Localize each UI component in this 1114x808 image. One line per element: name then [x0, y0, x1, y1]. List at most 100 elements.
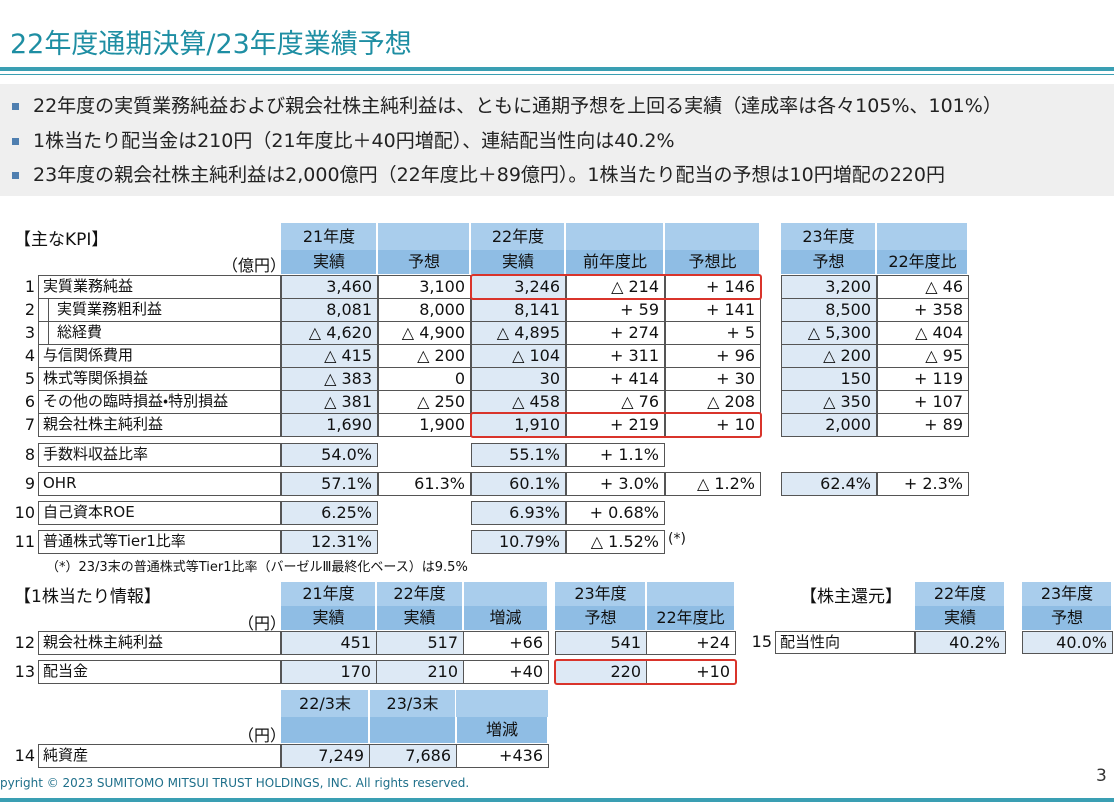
table-cell: 12.31% — [281, 530, 378, 554]
table-cell: +10 — [646, 660, 736, 684]
table-cell: 3,246 — [471, 275, 566, 299]
table-cell: 6.93% — [471, 501, 566, 525]
header-gap — [564, 223, 566, 274]
header-group: 21年度 — [302, 584, 355, 603]
table-cell: 0 — [378, 367, 471, 391]
header-group-bg — [369, 690, 456, 717]
highlight-box — [470, 412, 762, 438]
header-gap — [462, 582, 464, 630]
table-cell: 6.25% — [281, 501, 378, 525]
header-column: 22年度比 — [656, 608, 725, 627]
header-group-bg — [1022, 582, 1112, 606]
header-gap — [368, 690, 370, 743]
table-cell: 8,141 — [471, 298, 566, 322]
header-column: 予想 — [1050, 608, 1083, 627]
header-column: 実績 — [312, 252, 345, 271]
header-gap — [376, 223, 378, 274]
table-cell: △ 1.2% — [665, 472, 761, 496]
table-cell: + 311 — [566, 344, 665, 368]
table-cell: △ 214 — [566, 275, 665, 299]
table-cell: 55.1% — [471, 443, 566, 467]
header-gap — [469, 223, 471, 274]
row-number: 8 — [24, 445, 35, 464]
header-column: 実績 — [312, 608, 345, 627]
unit-label: （円） — [238, 726, 287, 745]
header-group: 21年度 — [302, 227, 356, 246]
header-gap — [547, 582, 549, 630]
table-cell: △ 46 — [877, 275, 969, 299]
header-group-bg — [281, 690, 369, 717]
row-number: 4 — [24, 346, 35, 365]
row-number: 9 — [24, 474, 35, 493]
table-cell: △ 1.52% — [566, 530, 665, 554]
table-cell: 8,500 — [781, 298, 877, 322]
header-group-bg — [456, 690, 548, 717]
bullet-text: 22年度の実質業務純益および親会社株主純利益は、ともに通期予想を上回る実績（達成… — [33, 95, 1002, 117]
table-cell: 2,000 — [781, 413, 877, 437]
section-label: 【株主還元】 — [800, 587, 902, 607]
header-group: 23年度 — [1040, 584, 1094, 603]
table-cell: 40.2% — [915, 631, 1006, 654]
header-column: 実績 — [403, 608, 436, 627]
row-number: 5 — [24, 369, 35, 388]
table-cell: 3,200 — [781, 275, 877, 299]
table-cell: △ 4,900 — [378, 321, 471, 345]
table-cell: +66 — [463, 631, 549, 655]
header-column: 22年度比 — [888, 252, 957, 271]
bullet-text: 23年度の親会社株主純利益は2,000億円（22年度比＋89億円）。1株当たり配… — [33, 164, 945, 186]
row-number: 7 — [24, 415, 35, 434]
header-sub-bg — [1022, 606, 1112, 630]
header-column: 予想比 — [688, 252, 737, 271]
header-group: 22年度 — [393, 584, 446, 603]
table-cell: + 30 — [665, 367, 761, 391]
header-sub-bg — [378, 250, 470, 274]
table-cell: 61.3% — [378, 472, 471, 496]
table-cell: △ 4,620 — [281, 321, 378, 345]
table-cell: △ 383 — [281, 367, 378, 391]
table-cell: 7,249 — [281, 744, 370, 768]
table-cell: 60.1% — [471, 472, 566, 496]
table-cell: + 107 — [877, 390, 969, 414]
bullet-text: 1株当たり配当金は210円（21年度比＋40円増配）、連結配当性向は40.2% — [33, 129, 675, 152]
row-number: 14 — [14, 746, 35, 765]
header-group: 23年度 — [574, 584, 627, 603]
header-column: 予想 — [584, 608, 617, 627]
table-cell: △ 458 — [471, 390, 566, 414]
row-number: 12 — [14, 633, 35, 652]
header-column: 実績 — [943, 608, 976, 627]
row-number: 1 — [24, 277, 35, 296]
table-cell: +436 — [456, 744, 549, 768]
header-sub-bg — [376, 606, 463, 630]
header-sub-bg — [781, 250, 876, 274]
table-cell: +24 — [646, 631, 736, 655]
row-number: 2 — [24, 300, 35, 319]
table-cell: 1,900 — [378, 413, 471, 437]
row-number: 11 — [14, 532, 35, 551]
table-cell: △ 104 — [471, 344, 566, 368]
table-cell: + 3.0% — [566, 472, 665, 496]
header-column: 予想 — [812, 252, 845, 271]
page-number: 3 — [1096, 766, 1107, 786]
bullet-marker — [12, 137, 19, 145]
table-cell: △ 5,300 — [781, 321, 877, 345]
summary-box — [0, 84, 1114, 196]
table-cell: 57.1% — [281, 472, 378, 496]
row-label: 純資産 — [38, 744, 281, 768]
table-cell: + 1.1% — [566, 443, 665, 467]
indent-rule — [48, 321, 49, 345]
row-number: 15 — [751, 632, 772, 651]
table-cell: 7,686 — [369, 744, 457, 768]
table-cell: + 59 — [566, 298, 665, 322]
header-sub-bg — [281, 250, 377, 274]
footnote: （*）23/3末の普通株式等Tier1比率（バーゼルⅢ最終化ベース）は9.5% — [46, 560, 468, 575]
table-cell: 541 — [555, 631, 647, 655]
table-cell: 10.79% — [471, 530, 566, 554]
table-cell: △ 95 — [877, 344, 969, 368]
header-group-bg — [915, 582, 1005, 606]
table-cell: △ 415 — [281, 344, 378, 368]
header-column: 実績 — [501, 252, 534, 271]
table-cell: + 5 — [665, 321, 761, 345]
table-cell: △ 350 — [781, 390, 877, 414]
title-rule-thin — [0, 74, 1114, 75]
footer-rule — [0, 798, 1114, 802]
